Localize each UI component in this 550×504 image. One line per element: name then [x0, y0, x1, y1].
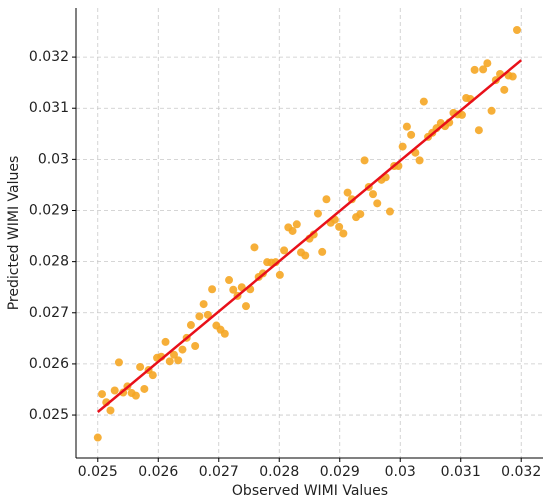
point	[369, 190, 378, 199]
y-tick-label: 0.028	[29, 254, 69, 270]
point	[419, 97, 428, 106]
point	[186, 321, 195, 330]
point	[309, 230, 318, 239]
x-tick-label: 0.028	[259, 464, 299, 480]
point	[199, 300, 208, 309]
point	[318, 247, 327, 256]
point	[301, 251, 310, 260]
point	[512, 25, 521, 34]
point	[98, 390, 107, 399]
point	[174, 356, 183, 365]
point	[398, 142, 407, 151]
point	[93, 433, 102, 442]
point	[508, 72, 517, 81]
point	[292, 220, 301, 229]
point	[114, 358, 123, 367]
point	[178, 345, 187, 354]
point	[360, 156, 369, 165]
y-tick-label: 0.03	[38, 151, 69, 167]
point	[457, 110, 466, 119]
x-tick-label: 0.026	[138, 464, 178, 480]
point	[288, 226, 297, 235]
point	[110, 386, 119, 395]
point	[415, 156, 424, 165]
point	[106, 406, 115, 415]
point	[229, 285, 238, 294]
point	[169, 350, 178, 359]
point	[322, 195, 331, 204]
y-tick-label: 0.025	[29, 407, 69, 423]
point	[313, 209, 322, 218]
point	[195, 312, 204, 321]
point	[203, 310, 212, 319]
point	[280, 246, 289, 255]
point	[385, 207, 394, 216]
point	[474, 126, 483, 135]
x-tick-label: 0.03	[385, 464, 416, 480]
y-tick-label: 0.031	[29, 100, 69, 116]
point	[220, 329, 229, 338]
x-tick-label: 0.027	[199, 464, 239, 480]
y-axis-label: Predicted WIMI Values	[6, 156, 22, 311]
point	[343, 188, 352, 197]
point	[225, 276, 234, 285]
point	[136, 362, 145, 371]
y-tick-label: 0.032	[29, 49, 69, 65]
x-tick-label: 0.031	[441, 464, 481, 480]
point	[140, 384, 149, 393]
point	[402, 122, 411, 131]
point	[356, 210, 365, 219]
point	[148, 371, 157, 380]
point	[161, 337, 170, 346]
point	[339, 229, 348, 238]
point	[470, 65, 479, 74]
point	[241, 302, 250, 311]
point	[407, 130, 416, 139]
point	[479, 65, 488, 74]
point	[191, 342, 200, 351]
point	[500, 85, 509, 94]
point	[208, 285, 217, 294]
y-tick-label: 0.027	[29, 305, 69, 321]
x-tick-label: 0.029	[320, 464, 360, 480]
y-tick-label: 0.029	[29, 203, 69, 219]
x-tick-label: 0.025	[78, 464, 118, 480]
x-axis-label: Observed WIMI Values	[232, 483, 388, 499]
point	[487, 106, 496, 115]
point	[335, 222, 344, 231]
x-tick-label: 0.032	[501, 464, 541, 480]
point	[250, 243, 259, 252]
point	[165, 357, 174, 366]
fit-line	[96, 59, 523, 413]
y-tick-label: 0.026	[29, 356, 69, 372]
point	[131, 391, 140, 400]
point	[275, 270, 284, 279]
point	[483, 59, 492, 68]
point	[373, 199, 382, 208]
